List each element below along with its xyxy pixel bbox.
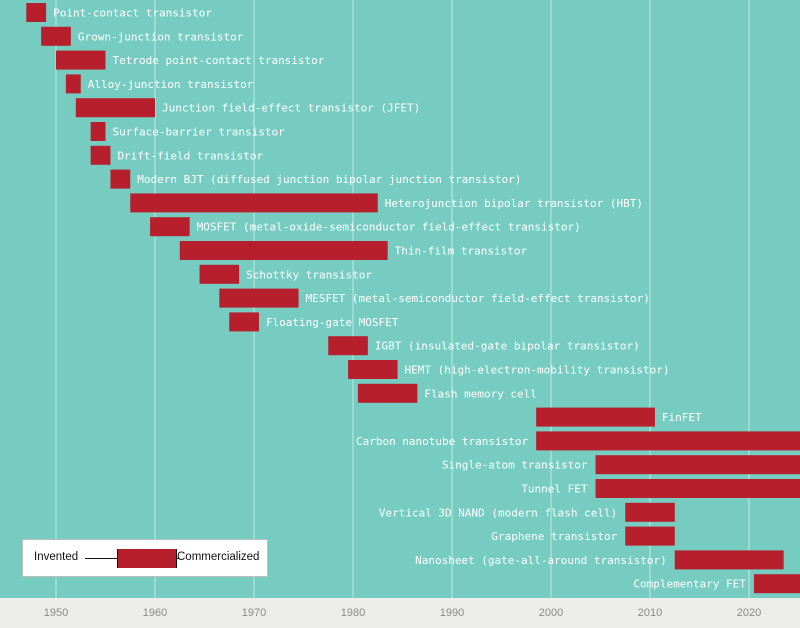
bar-label: Schottky transistor xyxy=(246,268,372,281)
bar-label: Flash memory cell xyxy=(424,387,537,400)
bar-group xyxy=(26,3,800,594)
bar-label: Tetrode point-contact transistor xyxy=(113,54,325,67)
bar-label: Thin-film transistor xyxy=(395,245,528,258)
bar-label: Floating-gate MOSFET xyxy=(266,316,399,329)
x-tick-label: 2020 xyxy=(737,607,761,619)
timeline-bar xyxy=(625,502,675,522)
timeline-bar xyxy=(595,455,800,475)
bar-label: Carbon nanotube transistor xyxy=(356,435,529,448)
bar-label: Graphene transistor xyxy=(491,530,617,543)
x-tick-label: 2010 xyxy=(638,607,662,619)
bar-label: Alloy-junction transistor xyxy=(88,78,254,91)
timeline-bar xyxy=(536,407,655,427)
legend-invented-label: Invented xyxy=(34,551,79,563)
x-tick-label: 1960 xyxy=(143,607,167,619)
timeline-bar xyxy=(150,217,190,237)
timeline-bar xyxy=(110,169,131,189)
bar-label: Complementary FET xyxy=(633,578,746,591)
bar-label: Surface-barrier transistor xyxy=(113,126,286,139)
legend: Invented Commercialized xyxy=(22,539,268,577)
bar-label: Point-contact transistor xyxy=(53,7,212,20)
timeline-bar xyxy=(357,383,418,403)
timeline-bar xyxy=(674,550,784,570)
bar-label-group: Point-contact transistor Grown-junction t… xyxy=(53,7,746,591)
x-axis-tick-group: 1950 1960 1970 1980 1990 2000 2010 2020 xyxy=(44,607,761,619)
bar-label: Vertical 3D NAND (modern flash cell) xyxy=(379,506,617,519)
timeline-bar xyxy=(65,74,81,94)
bar-label: FinFET xyxy=(662,411,702,424)
legend-end-tick xyxy=(176,549,177,568)
bar-label: Modern BJT (diffused junction bipolar ju… xyxy=(137,173,521,186)
timeline-bar xyxy=(753,574,800,594)
legend-commercialized-label: Commercialized xyxy=(177,551,260,563)
bar-label: Drift-field transistor xyxy=(117,149,263,162)
bar-label: HEMT (high-electron-mobility transistor) xyxy=(405,364,670,377)
x-tick-label: 1950 xyxy=(44,607,68,619)
timeline-bar xyxy=(130,193,378,213)
timeline-bar xyxy=(625,526,675,546)
timeline-bar xyxy=(595,479,800,498)
x-tick-label: 1980 xyxy=(341,607,365,619)
bar-label: MOSFET (metal-oxide-semiconductor field-… xyxy=(197,221,581,234)
bar-label: Tunnel FET xyxy=(521,483,588,496)
bar-label: Single-atom transistor xyxy=(442,459,588,472)
bar-label: Junction field-effect transistor (JFET) xyxy=(162,102,420,115)
legend-start-tick xyxy=(117,549,118,568)
legend-bar-swatch xyxy=(118,549,176,568)
timeline-bar xyxy=(229,312,259,332)
x-tick-label: 1970 xyxy=(242,607,266,619)
timeline-bar xyxy=(26,3,47,22)
timeline-bar xyxy=(90,145,111,165)
timeline-bar xyxy=(328,336,368,356)
bar-label: Heterojunction bipolar transistor (HBT) xyxy=(385,197,643,210)
x-tick-label: 1990 xyxy=(440,607,464,619)
timeline-bar xyxy=(179,241,388,260)
timeline-bar xyxy=(536,431,800,451)
timeline-bar xyxy=(90,122,106,141)
timeline-bar xyxy=(75,98,155,118)
bar-label: Nanosheet (gate-all-around transistor) xyxy=(415,554,667,567)
timeline-bar xyxy=(219,288,299,308)
bar-label: IGBT (insulated-gate bipolar transistor) xyxy=(375,340,640,353)
timeline-bar xyxy=(41,26,71,46)
x-axis-band xyxy=(0,598,800,628)
timeline-bar xyxy=(199,264,240,284)
bar-label: Grown-junction transistor xyxy=(78,30,244,43)
x-tick-label: 2000 xyxy=(539,607,563,619)
timeline-bar xyxy=(56,50,106,70)
timeline-bar xyxy=(348,360,398,379)
bar-label: MESFET (metal-semiconductor field-effect… xyxy=(306,292,650,305)
